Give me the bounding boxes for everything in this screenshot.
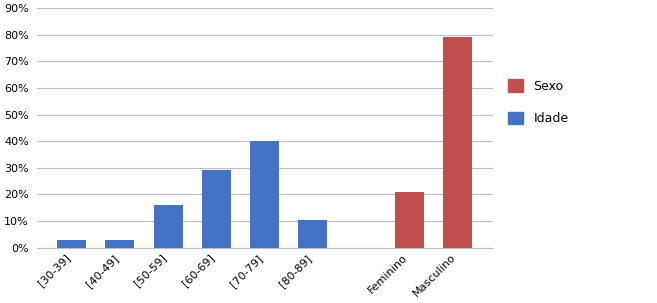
Bar bbox=[106, 240, 135, 248]
Bar bbox=[202, 170, 231, 248]
Bar bbox=[395, 192, 424, 248]
Bar bbox=[298, 220, 327, 248]
Bar bbox=[443, 38, 472, 248]
Bar bbox=[154, 205, 183, 248]
Bar bbox=[250, 141, 279, 248]
Bar bbox=[57, 240, 86, 248]
Legend: Sexo, Idade: Sexo, Idade bbox=[503, 74, 574, 130]
